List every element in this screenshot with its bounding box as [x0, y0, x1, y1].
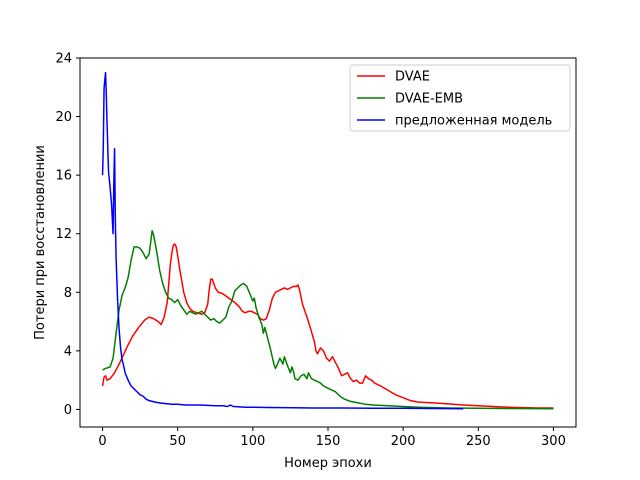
x-tick-label: 150	[316, 434, 341, 449]
x-tick-label: 250	[466, 434, 491, 449]
series-line-2	[101, 71, 464, 410]
y-tick-label: 16	[55, 169, 72, 184]
x-tick-label: 0	[98, 434, 106, 449]
y-tick-label: 24	[55, 52, 72, 67]
y-tick-label: 12	[55, 227, 72, 242]
y-tick-label: 20	[55, 110, 72, 125]
legend-box	[349, 64, 571, 132]
legend-label-0: DVAE	[395, 70, 430, 85]
x-tick-label: 100	[240, 434, 265, 449]
series-line-0	[101, 243, 554, 409]
y-tick-label: 0	[64, 403, 72, 418]
y-tick-label: 8	[64, 286, 72, 301]
y-axis-ticks: 0 4 8 12 16 20 24	[55, 52, 80, 418]
series-layer	[101, 71, 554, 410]
legend-label-1: DVAE-EMB	[395, 92, 463, 107]
x-axis-ticks: 0 50 100 150 200 250 300	[98, 427, 566, 449]
legend-label-2: предложенная модель	[395, 114, 552, 129]
x-axis-label: Номер эпохи	[284, 456, 372, 471]
x-tick-label: 200	[391, 434, 416, 449]
series-line-1	[102, 230, 554, 410]
x-tick-label: 50	[169, 434, 186, 449]
x-tick-label: 300	[541, 434, 566, 449]
legend: DVAE DVAE-EMB предложенная модель	[349, 64, 571, 132]
y-tick-label: 4	[64, 344, 72, 359]
y-axis-label: Потери при восстановлении	[33, 145, 48, 340]
